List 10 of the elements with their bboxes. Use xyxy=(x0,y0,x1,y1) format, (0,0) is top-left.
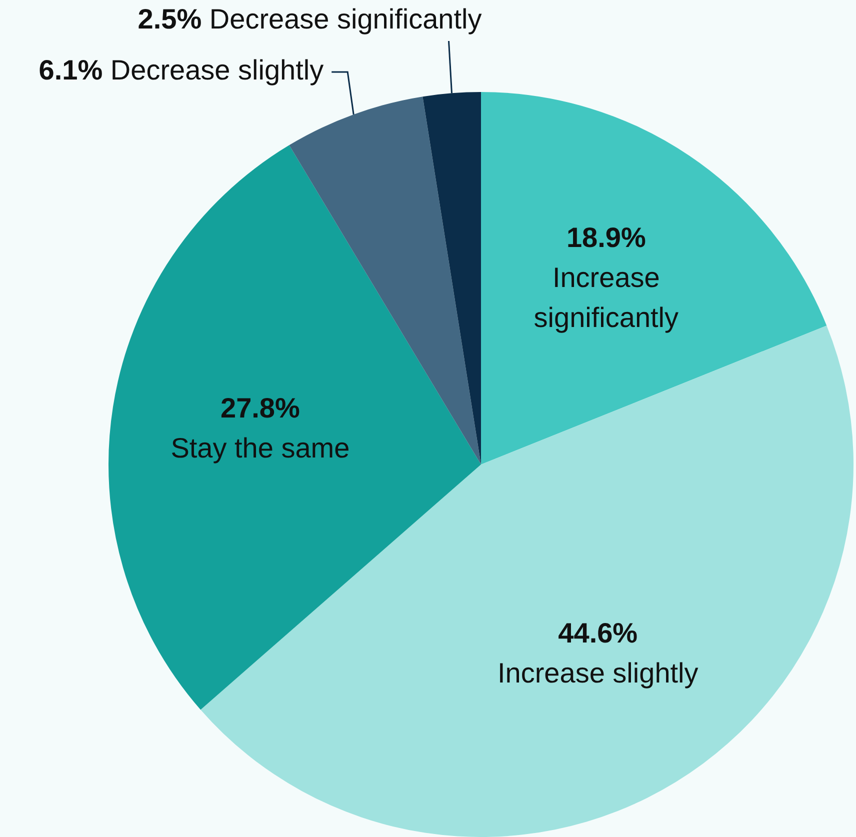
data-label: 18.9% xyxy=(566,222,646,254)
data-label: 6.1% xyxy=(38,54,103,86)
slice-label: Decrease slightly xyxy=(110,54,324,86)
data-label: 27.8% xyxy=(220,392,300,424)
slice-label: Increase significantly xyxy=(534,262,679,334)
slice-label: Increase slightly xyxy=(498,658,698,689)
slice-label: Decrease significantly xyxy=(209,4,482,35)
data-label: 2.5% xyxy=(138,4,202,35)
data-label: 44.6% xyxy=(558,618,638,649)
slice-label: Stay the same xyxy=(170,432,350,464)
